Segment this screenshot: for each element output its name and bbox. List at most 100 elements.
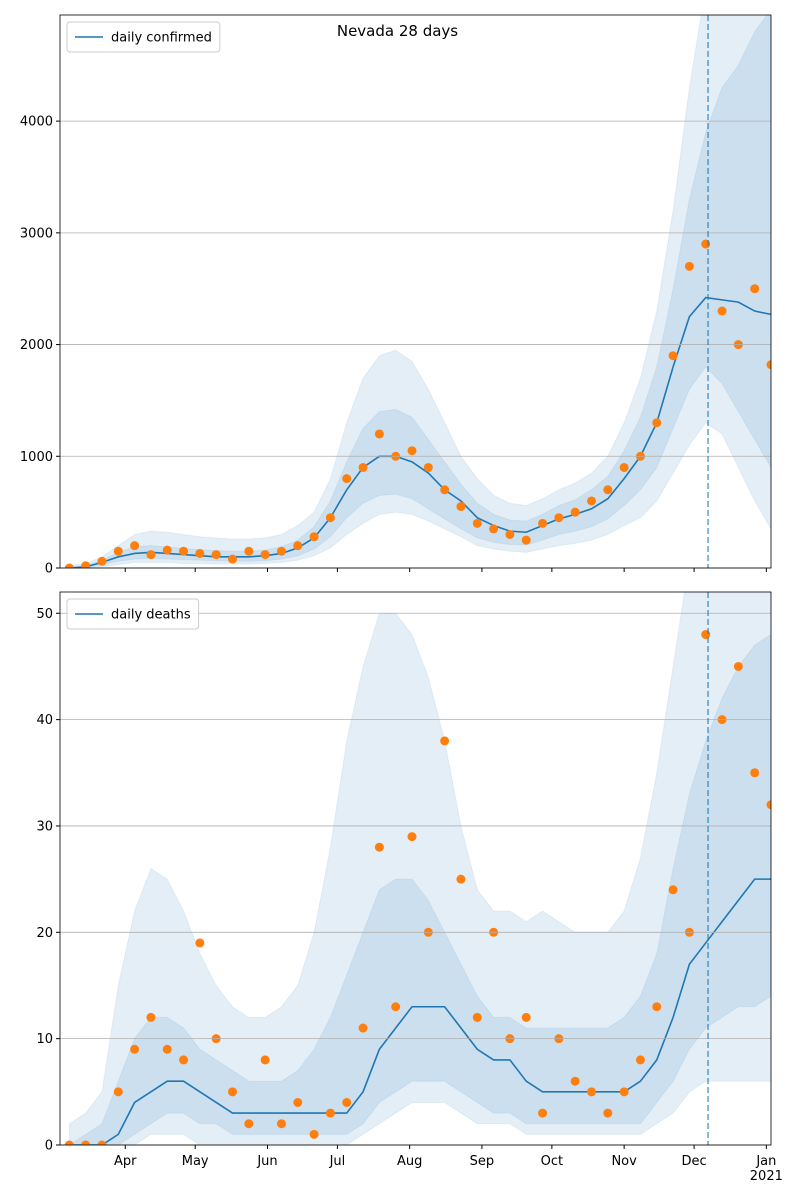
y-tick-label: 0 (45, 1139, 53, 1154)
scatter-point (276, 546, 286, 556)
y-tick-label: 3000 (20, 226, 53, 241)
y-tick-label: 4000 (20, 115, 53, 130)
scatter-point (179, 1055, 189, 1065)
scatter-point (130, 1044, 140, 1054)
scatter-point (456, 502, 466, 512)
scatter-point (440, 736, 450, 746)
scatter-point (81, 1140, 91, 1145)
scatter-point (423, 462, 433, 472)
scatter-point (652, 1002, 662, 1012)
scatter-point (97, 556, 107, 566)
scatter-point (766, 360, 771, 370)
scatter-point (766, 800, 771, 810)
scatter-point (668, 351, 678, 361)
scatter-point (587, 496, 597, 506)
legend-box (66, 21, 221, 53)
scatter-point (603, 485, 613, 495)
scatter-point (570, 1076, 580, 1086)
scatter-point (570, 507, 580, 517)
scatter-point (244, 546, 254, 556)
scatter-point (162, 545, 172, 555)
scatter-point (342, 474, 352, 484)
scatter-point (195, 548, 205, 558)
scatter-point (358, 462, 368, 472)
legend-label: daily confirmed (111, 31, 212, 46)
axes-frame (59, 591, 772, 1146)
scatter-point (521, 1012, 531, 1022)
x-tick-label: Apr (114, 1154, 137, 1169)
scatter-point (260, 550, 270, 560)
x-tick-label: Sep (470, 1154, 495, 1169)
scatter-point (293, 541, 303, 551)
scatter-point (750, 284, 760, 294)
band (68, 592, 771, 1145)
legend: daily confirmed (66, 21, 221, 53)
scatter-point (391, 1002, 401, 1012)
band (68, 15, 771, 568)
scatter-point (489, 524, 499, 534)
scatter-point (179, 546, 189, 556)
scatter-point (554, 513, 564, 523)
scatter-point (195, 938, 205, 948)
scatter-point (587, 1087, 597, 1097)
scatter-point (652, 418, 662, 428)
x-tick-label: Dec (681, 1154, 706, 1169)
legend: daily deaths (66, 598, 200, 630)
scatter-point (162, 1044, 172, 1054)
scatter-point (244, 1119, 254, 1129)
scatter-point (407, 446, 417, 456)
scatter-point (407, 832, 417, 842)
x-tick-label: May (182, 1154, 209, 1169)
scatter-point (309, 1129, 319, 1139)
scatter-point (701, 630, 711, 640)
y-tick-label: 2000 (20, 338, 53, 353)
y-tick-label: 20 (36, 926, 53, 941)
scatter-point (472, 1012, 482, 1022)
scatter-point (538, 1108, 548, 1118)
chart-title: Nevada 28 days (337, 22, 458, 40)
plot-area (64, 592, 771, 1145)
scatter-point (440, 485, 450, 495)
scatter-point (750, 768, 760, 778)
x-tick-label: Jun (256, 1154, 277, 1169)
scatter-point (374, 429, 384, 439)
scatter-point (603, 1108, 613, 1118)
band (68, 15, 771, 568)
scatter-point (276, 1119, 286, 1129)
scatter-point (358, 1023, 368, 1033)
scatter-point (684, 261, 694, 271)
x-tick-label: Aug (397, 1154, 422, 1169)
y-tick-label: 50 (36, 607, 53, 622)
scatter-point (64, 563, 74, 568)
scatter-point (619, 462, 629, 472)
scatter-point (228, 554, 238, 564)
scatter-point (325, 1108, 335, 1118)
x-tick-label: Jan 2021 (750, 1154, 783, 1184)
scatter-point (309, 532, 319, 542)
y-tick-label: 1000 (20, 450, 53, 465)
scatter-point (521, 535, 531, 545)
y-tick-label: 40 (36, 713, 53, 728)
scatter-point (130, 541, 140, 551)
series-line (69, 878, 771, 1145)
scatter-point (456, 874, 466, 884)
scatter-point (81, 561, 91, 568)
x-tick-label: Nov (611, 1154, 637, 1169)
y-tick-label: 10 (36, 1032, 53, 1047)
scatter-point (342, 1097, 352, 1107)
scatter-point (64, 1140, 74, 1145)
scatter-point (668, 885, 678, 895)
scatter-point (113, 1087, 123, 1097)
scatter-point (619, 1087, 629, 1097)
scatter-point (505, 529, 515, 539)
plot-area (64, 15, 771, 568)
scatter-point (113, 546, 123, 556)
scatter-point (146, 1012, 156, 1022)
scatter-point (701, 239, 711, 249)
scatter-point (374, 842, 384, 852)
scatter-point (325, 513, 335, 523)
y-tick-label: 30 (36, 819, 53, 834)
legend-label: daily deaths (111, 608, 191, 623)
scatter-point (211, 550, 221, 560)
